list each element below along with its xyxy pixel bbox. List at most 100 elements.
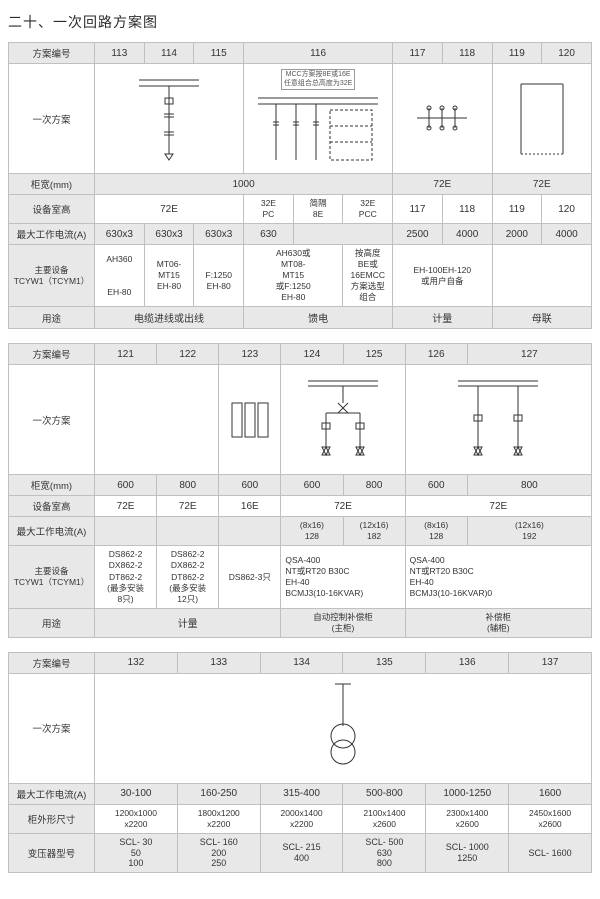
t2-cabw: 600	[281, 475, 343, 496]
t1-col: 117	[393, 43, 443, 64]
t2-equip: DS862-2DX862-2DT862-2(最多安装8只)	[95, 546, 157, 608]
t1-equip: 按高度BE或16EMCC方案选型组合	[343, 245, 393, 307]
t2-col: 122	[157, 344, 219, 365]
t1-cur: 4000	[542, 224, 592, 245]
t2-col: 121	[95, 344, 157, 365]
t3-col: 137	[509, 652, 592, 673]
t2-col: 123	[219, 344, 281, 365]
t3-cur: 30-100	[95, 783, 178, 804]
t2-cabw: 800	[343, 475, 405, 496]
t3-col: 132	[95, 652, 178, 673]
t3-xf: SCL- 500630800	[343, 833, 426, 872]
t1-col: 116	[244, 43, 393, 64]
t3-cur: 315-400	[260, 783, 343, 804]
t1-usage: 馈电	[244, 307, 393, 329]
row-label: 柜宽(mm)	[9, 174, 95, 195]
t3-cur: 500-800	[343, 783, 426, 804]
t2-cabw: 600	[405, 475, 467, 496]
t1-cabw-row: 柜宽(mm) 1000 72E 72E	[9, 174, 592, 195]
t1-usage: 计量	[393, 307, 492, 329]
t2-usage-row: 用途 计量 自动控制补偿柜(主柜) 补偿柜(辅柜)	[9, 608, 592, 637]
row-label: 一次方案	[9, 673, 95, 783]
t1-usage: 电缆进线或出线	[95, 307, 244, 329]
t2-cabw: 800	[467, 475, 591, 496]
t2-usage: 补偿柜(辅柜)	[405, 608, 591, 637]
t2-diagram-empty	[95, 365, 219, 475]
t2-col: 126	[405, 344, 467, 365]
t2-eqh: 72E	[405, 496, 591, 517]
row-label: 方案编号	[9, 43, 95, 64]
t1-col: 114	[144, 43, 194, 64]
table-2: 方案编号 121 122 123 124 125 126 127 一次方案	[8, 343, 592, 637]
t2-eqh: 16E	[219, 496, 281, 517]
t3-xf: SCL- 1600	[509, 833, 592, 872]
t1-cabw: 72E	[492, 174, 592, 195]
t2-header-row: 方案编号 121 122 123 124 125 126 127	[9, 344, 592, 365]
t2-cur-row: 最大工作电流(A) (8x16)128 (12x16)182 (8x16)128…	[9, 517, 592, 546]
row-label: 柜外形尺寸	[9, 804, 95, 833]
t1-cur-row: 最大工作电流(A) 630x3 630x3 630x3 630 2500 400…	[9, 224, 592, 245]
t3-diagram-row: 一次方案	[9, 673, 592, 783]
t3-cur: 160-250	[177, 783, 260, 804]
page-title: 二十、一次回路方案图	[8, 12, 592, 32]
t2-col: 127	[467, 344, 591, 365]
mcc-note: MCC方案按8E或16E任意组合总高度为32E	[281, 69, 355, 90]
t1-equip-row: 主要设备TCYW1（TCYM1） AH360EH-80 MT06-MT15EH-…	[9, 245, 592, 307]
t1-diagram-1	[95, 64, 244, 174]
t1-cabw: 72E	[393, 174, 492, 195]
table-1: 方案编号 113 114 115 116 117 118 119 120 一次方…	[8, 42, 592, 329]
row-label: 主要设备TCYW1（TCYM1）	[9, 245, 95, 307]
t2-cur: (12x16)192	[467, 517, 591, 546]
t1-equip	[492, 245, 592, 307]
row-label: 变压器型号	[9, 833, 95, 872]
t1-eqh: 简隔8E	[293, 195, 343, 224]
t2-cur	[95, 517, 157, 546]
row-label: 最大工作电流(A)	[9, 224, 95, 245]
t1-diagram-3	[393, 64, 492, 174]
t3-cur: 1000-1250	[426, 783, 509, 804]
t3-cur: 1600	[509, 783, 592, 804]
t1-eqh: 72E	[95, 195, 244, 224]
t1-diagram-2: MCC方案按8E或16E任意组合总高度为32E	[244, 64, 393, 174]
t3-diagram	[95, 673, 592, 783]
t2-diagram-cap2	[405, 365, 591, 475]
t3-col: 135	[343, 652, 426, 673]
t1-eqh: 32EPCC	[343, 195, 393, 224]
t3-cur-row: 最大工作电流(A) 30-100 160-250 315-400 500-800…	[9, 783, 592, 804]
row-label: 方案编号	[9, 344, 95, 365]
t2-cur	[157, 517, 219, 546]
t1-cur: 630x3	[95, 224, 145, 245]
row-label: 最大工作电流(A)	[9, 783, 95, 804]
t3-col: 133	[177, 652, 260, 673]
t3-xf: SCL- 10001250	[426, 833, 509, 872]
t3-col: 134	[260, 652, 343, 673]
t2-cabw: 600	[219, 475, 281, 496]
t3-size: 2100x1400x2600	[343, 804, 426, 833]
t2-eqh: 72E	[281, 496, 405, 517]
t1-eqh: 119	[492, 195, 542, 224]
row-label: 主要设备TCYW1（TCYM1）	[9, 546, 95, 608]
t1-equip: EH-100EH-120或用户自备	[393, 245, 492, 307]
row-label: 一次方案	[9, 365, 95, 475]
t1-eqh: 32EPC	[244, 195, 294, 224]
t2-cur	[219, 517, 281, 546]
t2-diagram-cap1	[281, 365, 405, 475]
t3-size: 1800x1200x2200	[177, 804, 260, 833]
t2-eqh-row: 设备室高 72E 72E 16E 72E 72E	[9, 496, 592, 517]
t3-xf: SCL- 160200250	[177, 833, 260, 872]
row-label: 设备室高	[9, 195, 95, 224]
t1-col: 115	[194, 43, 244, 64]
t1-col: 120	[542, 43, 592, 64]
t1-cur: 630x3	[194, 224, 244, 245]
t1-header-row: 方案编号 113 114 115 116 117 118 119 120	[9, 43, 592, 64]
t1-equip: AH360EH-80	[95, 245, 145, 307]
t1-eqh: 118	[442, 195, 492, 224]
t1-col: 118	[442, 43, 492, 64]
t1-cur	[293, 224, 392, 245]
t3-size-row: 柜外形尺寸 1200x1000x2200 1800x1200x2200 2000…	[9, 804, 592, 833]
row-label: 一次方案	[9, 64, 95, 174]
t3-size: 2300x1400x2600	[426, 804, 509, 833]
t3-size: 1200x1000x2200	[95, 804, 178, 833]
t1-col: 119	[492, 43, 542, 64]
t1-diagram-row: 一次方案 MCC方案按8E或16E任意组合总高度为32E	[9, 64, 592, 174]
